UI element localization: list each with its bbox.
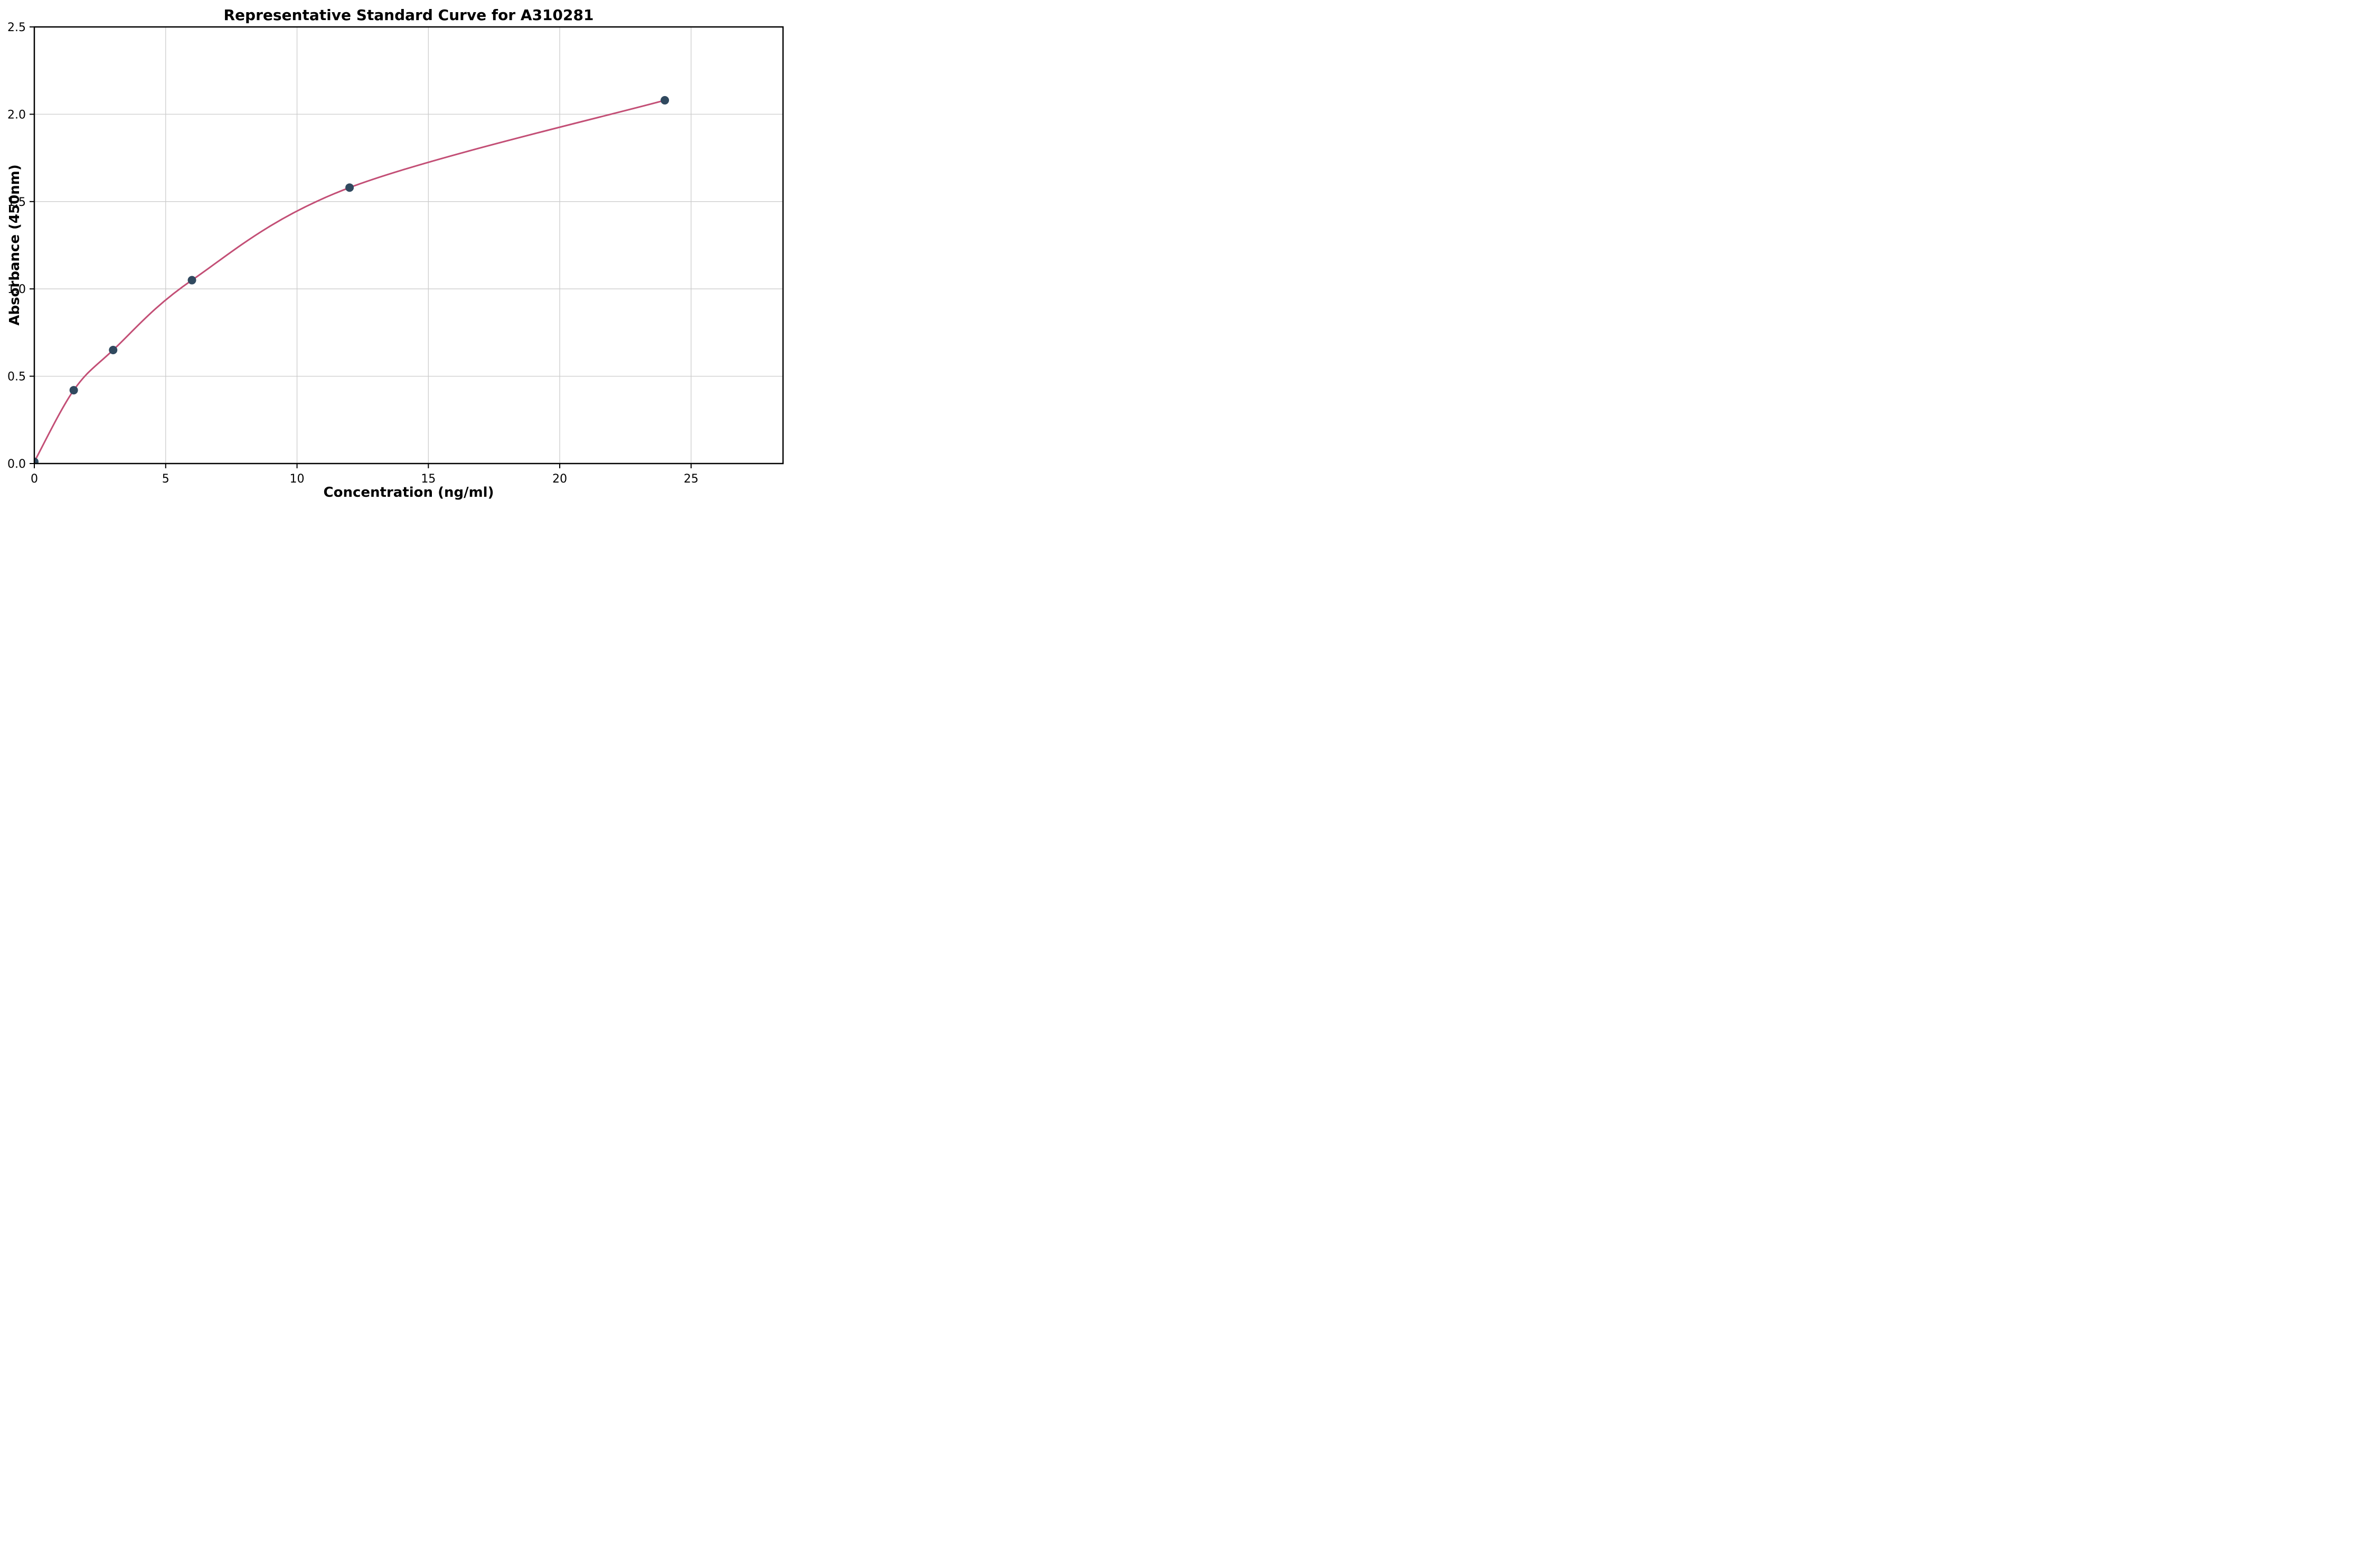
chart-title: Representative Standard Curve for A31028… xyxy=(223,6,594,24)
y-tick-label: 0.5 xyxy=(7,371,26,384)
x-tick-label: 5 xyxy=(162,473,169,486)
y-tick-label: 0.0 xyxy=(7,458,26,471)
y-axis-label: Absorbance (450nm) xyxy=(7,164,23,326)
y-tick-label: 1.0 xyxy=(7,283,26,296)
data-layer xyxy=(34,96,670,464)
standard-curve-figure: Representative Standard Curve for A31028… xyxy=(0,0,792,523)
x-tick-label: 25 xyxy=(684,473,699,486)
data-point xyxy=(109,345,118,354)
plot-background xyxy=(34,27,783,464)
x-tick-label: 0 xyxy=(31,473,38,486)
y-tick-label: 2.0 xyxy=(7,108,26,121)
x-axis-label: Concentration (ng/ml) xyxy=(323,485,494,500)
x-tick-label: 20 xyxy=(552,473,567,486)
data-point xyxy=(345,183,354,192)
data-point xyxy=(187,276,196,285)
axis-ticks: 0 5 10 15 20 25 0.0 0.5 1.0 1.5 2.0 2.5 xyxy=(7,21,699,486)
data-point xyxy=(661,96,670,105)
plot-border xyxy=(33,26,784,465)
data-point xyxy=(69,386,78,395)
y-tick-label: 2.5 xyxy=(7,21,26,34)
chart-canvas: 0 5 10 15 20 25 0.0 0.5 1.0 1.5 2.0 2.5 xyxy=(7,21,784,486)
y-tick-label: 1.5 xyxy=(7,196,26,209)
x-tick-label: 10 xyxy=(290,473,305,486)
x-tick-label: 15 xyxy=(421,473,436,486)
